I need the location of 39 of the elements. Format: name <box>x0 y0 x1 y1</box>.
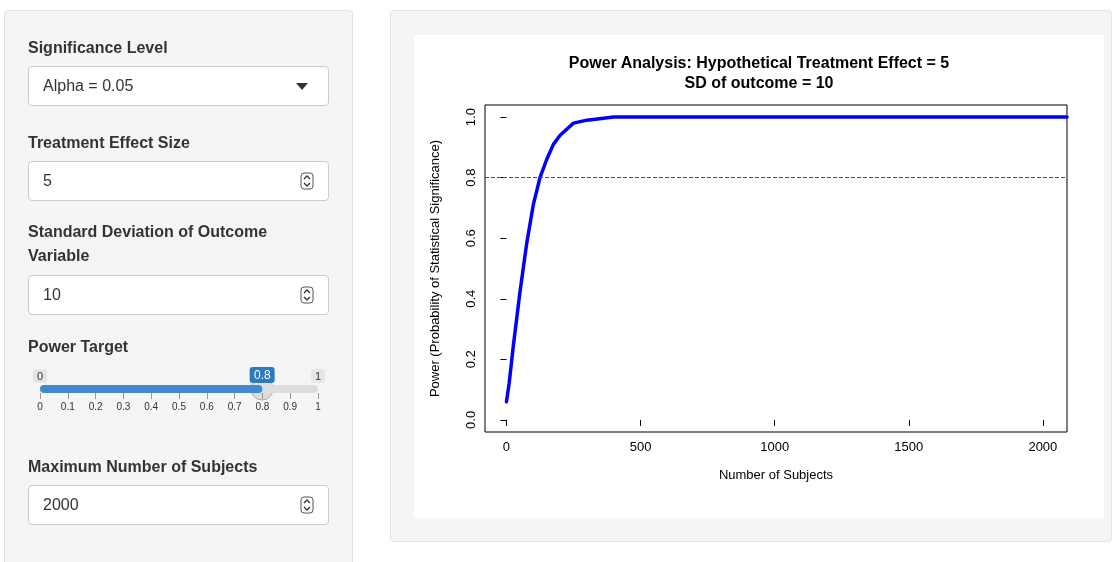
x-tick-label: 0.4 <box>144 400 159 412</box>
x-tick-label: 0.9 <box>283 400 298 412</box>
text: 1 <box>310 369 326 383</box>
y-tick-label: 1.0 <box>463 108 478 127</box>
x-tick-label: 0.1 <box>60 400 76 412</box>
y-tick-label: 0.0 <box>463 410 478 429</box>
text: Power Target <box>28 337 130 357</box>
data-label: 0.8 <box>250 367 275 383</box>
line-series <box>504 115 1069 404</box>
text: Significance Level <box>28 38 169 58</box>
x-tick-label: 1000 <box>760 439 790 454</box>
x-tick-label: 1 <box>315 400 322 412</box>
x-axis-title: Number of Subjects <box>718 467 834 482</box>
x-tick-label: 0.2 <box>88 400 103 412</box>
x-tick-label: 0.3 <box>116 400 131 412</box>
text: 0 <box>32 369 48 383</box>
text: Alpha = 0.05 <box>43 77 134 94</box>
text: 2000 <box>43 496 79 513</box>
text: Standard Deviation of Outcome Variable <box>28 222 269 266</box>
x-tick-label: 0 <box>502 439 511 454</box>
x-tick-label: 500 <box>629 439 652 454</box>
y-tick-label: 0.2 <box>463 350 478 369</box>
y-tick-label: 0.4 <box>463 289 478 308</box>
text: Maximum Number of Subjects <box>28 457 259 477</box>
text: 5 <box>43 172 52 189</box>
x-tick-label: 0.7 <box>227 400 242 412</box>
x-tick-label: 0.5 <box>172 400 187 412</box>
y-tick-label: 0.6 <box>463 229 478 248</box>
chart-subtitle: SD of outcome = 10 <box>684 73 834 91</box>
x-tick-label: 1500 <box>894 439 924 454</box>
y-axis-title: Power (Probability of Statistical Significance) <box>427 139 442 398</box>
text: Treatment Effect Size <box>28 133 191 153</box>
text: 10 <box>43 286 61 303</box>
x-tick-label: 0.6 <box>199 400 215 412</box>
x-tick-label: 2000 <box>1028 439 1058 454</box>
chart-title: Power Analysis: Hypothetical Treatment Effect = 5 <box>568 53 950 71</box>
y-tick-label: 0.8 <box>463 168 478 187</box>
x-tick-label: 0.8 <box>255 400 270 412</box>
x-tick-label: 0 <box>37 400 44 412</box>
